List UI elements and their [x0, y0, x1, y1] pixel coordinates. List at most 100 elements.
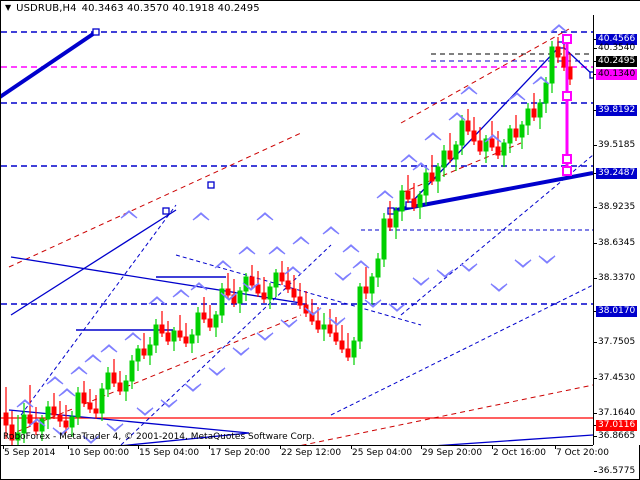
- price-level-badge[interactable]: 38.0170: [596, 306, 638, 317]
- price-level-badge[interactable]: 40.2495: [596, 56, 638, 67]
- candle-body: [483, 138, 489, 152]
- fractal-up-icon: [460, 86, 478, 95]
- candle-body: [69, 416, 75, 428]
- price-tick-mark: [594, 39, 597, 40]
- candle-body: [141, 348, 147, 356]
- time-tick-label: 5 Sep 2014: [4, 448, 56, 458]
- symbol-timeframe-label: USDRUB,H4: [16, 2, 77, 14]
- fractal-down-icon: [334, 272, 352, 281]
- time-tick-mark: [68, 446, 69, 449]
- price-tick-label: 36.5775: [598, 466, 636, 476]
- chart-header: ▼ USDRUB,H4 40.3463 40.3570 40.1918 40.2…: [1, 1, 640, 15]
- trendline-handle[interactable]: [162, 207, 170, 215]
- trendline-handle[interactable]: [207, 181, 215, 189]
- price-tick-label: 38.3370: [598, 273, 636, 283]
- fractal-up-icon: [192, 212, 210, 221]
- price-tick-mark: [594, 413, 597, 414]
- fractal-up-icon: [532, 76, 550, 85]
- price-tick-label: 36.8665: [598, 431, 636, 441]
- trendline-handle[interactable]: [387, 207, 395, 215]
- candle-body: [501, 142, 507, 156]
- candle-body: [513, 128, 519, 138]
- trendline-blue-dashed-rising-2: [120, 244, 332, 445]
- candle-body: [411, 198, 417, 208]
- candle-body: [549, 46, 555, 84]
- candle-body: [453, 144, 459, 160]
- candle-body: [123, 380, 129, 392]
- chart-canvas: [1, 24, 593, 445]
- candle-body: [561, 56, 567, 68]
- fractal-up-icon: [100, 344, 118, 353]
- candle-body: [387, 218, 393, 228]
- price-axis[interactable]: 40.4566 40.3540 40.2495 40.1340 39.8192 39.51…: [594, 15, 640, 476]
- candle-body: [171, 330, 177, 342]
- candle-body: [147, 344, 153, 356]
- price-level-badge[interactable]: 40.4566: [596, 34, 638, 45]
- price-axis-divider: [593, 15, 594, 445]
- price-tick: 38.3370: [594, 273, 640, 284]
- price-level-badge[interactable]: 37.0116: [596, 420, 638, 431]
- price-level-badge[interactable]: 40.1340: [596, 69, 638, 80]
- forecast-handle[interactable]: [562, 166, 572, 176]
- candle-body: [177, 330, 183, 338]
- trendline-handle[interactable]: [92, 28, 100, 36]
- fractal-down-icon: [208, 367, 226, 376]
- fractal-down-icon: [328, 317, 346, 326]
- candle-body: [63, 420, 69, 428]
- candle-body: [99, 388, 105, 414]
- time-tick-label: 17 Sep 20:00: [210, 448, 271, 458]
- trendline-red-dashed-lower-right: [400, 142, 522, 194]
- price-tick-label: 39.5185: [598, 140, 636, 150]
- candle-body: [249, 276, 255, 286]
- trendline-major-uptrend-thick: [1, 30, 98, 99]
- chart-plot-area[interactable]: [1, 15, 593, 445]
- price-tick: 40.2495: [594, 56, 640, 67]
- candle-body: [399, 190, 405, 212]
- time-tick-label: 15 Sep 04:00: [139, 448, 200, 458]
- candle-body: [375, 258, 381, 278]
- time-axis[interactable]: 5 Sep 2014 10 Sep 00:00 15 Sep 04:00 17 Sep…: [1, 446, 609, 466]
- candle-body: [27, 414, 33, 424]
- price-level-badge[interactable]: 39.8192: [596, 105, 638, 116]
- candle-body: [381, 218, 387, 260]
- trendline-handle[interactable]: [589, 71, 593, 79]
- price-tick-mark: [594, 48, 597, 49]
- price-level-badge[interactable]: 39.2487: [596, 168, 638, 179]
- candle-body: [321, 324, 327, 330]
- chevron-down-icon[interactable]: ▼: [5, 3, 12, 12]
- price-tick-mark: [594, 110, 597, 111]
- candle-body: [471, 130, 477, 142]
- time-tick-mark: [3, 446, 4, 449]
- candle-body: [237, 290, 243, 304]
- fractal-up-icon: [508, 92, 526, 101]
- price-tick-mark: [594, 342, 597, 343]
- forecast-handle[interactable]: [562, 91, 572, 101]
- candle-body: [465, 120, 471, 132]
- candle-body: [261, 292, 267, 300]
- price-tick-mark: [594, 436, 597, 437]
- candle-body: [3, 412, 9, 426]
- fractal-up-icon: [484, 134, 502, 143]
- fractal-up-icon: [58, 388, 76, 397]
- time-tick-mark: [492, 446, 493, 449]
- time-tick-mark: [421, 446, 422, 449]
- fractal-down-icon: [364, 299, 382, 308]
- fractal-down-icon: [538, 255, 556, 264]
- candle-body: [423, 172, 429, 196]
- trendline-handle[interactable]: [405, 201, 413, 209]
- candle-body: [93, 408, 99, 414]
- candle-body: [441, 150, 447, 168]
- forecast-handle[interactable]: [562, 34, 572, 44]
- forecast-handle[interactable]: [562, 154, 572, 164]
- candle-body: [225, 288, 231, 296]
- price-tick-label: 40.3540: [598, 43, 636, 53]
- candle-body: [369, 276, 375, 294]
- fractal-up-icon: [292, 236, 310, 245]
- fractal-up-icon: [550, 24, 568, 33]
- fractal-down-icon: [256, 332, 274, 341]
- trendline-blue-solid-rising-1: [10, 209, 177, 316]
- fractal-down-icon: [136, 407, 154, 416]
- candle-body: [507, 128, 513, 144]
- price-tick-mark: [594, 61, 597, 62]
